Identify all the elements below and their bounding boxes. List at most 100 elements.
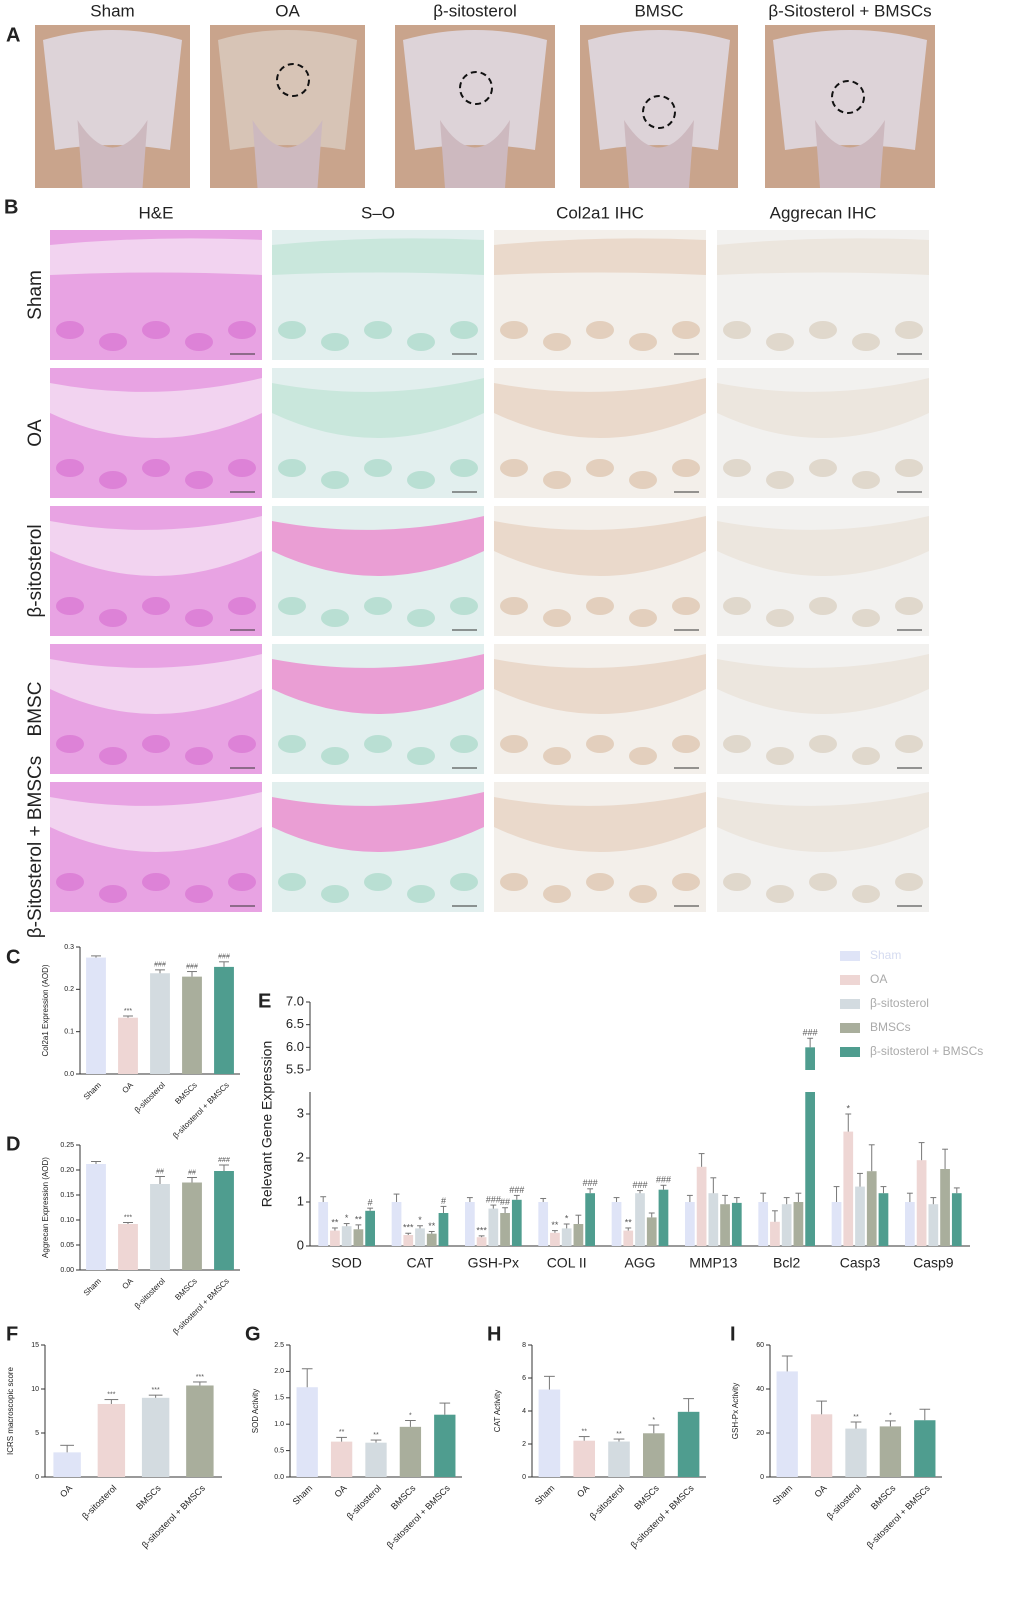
y-axis-label: Relevant Gene Expression bbox=[259, 1041, 275, 1208]
bar bbox=[731, 1202, 742, 1246]
bar bbox=[685, 1202, 695, 1246]
significance-label: * bbox=[847, 1103, 851, 1113]
y-tick-label: 0.0 bbox=[64, 1071, 74, 1078]
x-tick-label: Casp9 bbox=[913, 1255, 954, 1271]
bone-trabecula bbox=[895, 321, 923, 339]
y-tick-label: 1.5 bbox=[274, 1395, 284, 1402]
bone-trabecula bbox=[142, 321, 170, 339]
x-tick-label: β-sitosterol + BMSCs bbox=[385, 1483, 452, 1550]
y-axis-label: Col2a1 Expression (AOD) bbox=[41, 964, 50, 1056]
x-tick-label: Casp3 bbox=[840, 1255, 881, 1271]
y-tick-label: 60 bbox=[756, 1342, 764, 1349]
significance-label: *** bbox=[124, 1214, 132, 1221]
column-title: Col2a1 IHC bbox=[556, 203, 644, 222]
bar bbox=[608, 1441, 630, 1477]
x-tick-label: Sham bbox=[771, 1483, 795, 1507]
significance-label: ## bbox=[156, 1168, 164, 1175]
bone-trabecula bbox=[450, 873, 478, 891]
legend-swatch bbox=[840, 1047, 860, 1057]
row-title: Sham bbox=[25, 270, 46, 320]
bone-trabecula bbox=[852, 471, 880, 489]
photo-condyle bbox=[252, 120, 323, 188]
bone-trabecula bbox=[407, 333, 435, 351]
cartilage-layer bbox=[272, 654, 484, 714]
significance-label: * bbox=[345, 1213, 349, 1223]
bone-trabecula bbox=[228, 597, 256, 615]
bone-trabecula bbox=[56, 321, 84, 339]
significance-label: ### bbox=[583, 1178, 598, 1188]
significance-label: ** bbox=[355, 1214, 363, 1224]
bone-trabecula bbox=[142, 735, 170, 753]
bar bbox=[928, 1204, 939, 1246]
bone-trabecula bbox=[450, 459, 478, 477]
bar bbox=[318, 1202, 329, 1246]
bone-trabecula bbox=[543, 747, 571, 765]
column-title: β-Sitosterol + BMSCs bbox=[768, 1, 931, 20]
bar bbox=[296, 1387, 318, 1477]
legend-swatch bbox=[840, 951, 860, 961]
y-tick-label: 8 bbox=[522, 1342, 526, 1349]
bone-trabecula bbox=[321, 885, 349, 903]
bone-trabecula bbox=[450, 597, 478, 615]
bone-trabecula bbox=[586, 459, 614, 477]
bone-trabecula bbox=[543, 609, 571, 627]
bar bbox=[781, 1204, 792, 1246]
bone-trabecula bbox=[407, 471, 435, 489]
bar bbox=[438, 1213, 449, 1246]
legend-swatch bbox=[840, 999, 860, 1009]
bone-trabecula bbox=[407, 609, 435, 627]
x-tick-label: BMSCs bbox=[134, 1483, 163, 1512]
cartilage-layer bbox=[50, 516, 262, 576]
bar bbox=[805, 1047, 815, 1070]
y-tick-label: 6.0 bbox=[286, 1039, 304, 1054]
x-tick-label: OA bbox=[120, 1080, 135, 1095]
cartilage-layer bbox=[272, 378, 484, 438]
bone-trabecula bbox=[809, 459, 837, 477]
bar bbox=[708, 1193, 719, 1246]
significance-label: ### bbox=[186, 963, 198, 970]
x-tick-label: BMSCs bbox=[869, 1483, 898, 1512]
x-tick-label: β-sitosterol bbox=[345, 1483, 383, 1521]
significance-label: ### bbox=[218, 1157, 230, 1164]
photo-joint bbox=[588, 30, 730, 150]
y-tick-label: 0.3 bbox=[64, 944, 74, 951]
bone-trabecula bbox=[278, 597, 306, 615]
bone-trabecula bbox=[629, 471, 657, 489]
bone-trabecula bbox=[766, 471, 794, 489]
bar bbox=[561, 1228, 572, 1246]
bone-trabecula bbox=[56, 735, 84, 753]
legend-swatch bbox=[840, 1023, 860, 1033]
bone-trabecula bbox=[766, 747, 794, 765]
row-title: β-sitosterol bbox=[25, 524, 46, 617]
bar bbox=[365, 1442, 387, 1477]
bar bbox=[391, 1202, 402, 1246]
bar bbox=[646, 1217, 657, 1246]
lesion-circle bbox=[642, 95, 676, 129]
y-tick-label: 15 bbox=[31, 1342, 39, 1349]
x-tick-label: GSH-Px bbox=[468, 1255, 519, 1271]
photo-joint bbox=[773, 30, 927, 150]
photo-joint bbox=[43, 30, 182, 150]
y-tick-label: 0 bbox=[522, 1474, 526, 1481]
column-title: Aggrecan IHC bbox=[770, 203, 877, 222]
bar bbox=[53, 1452, 81, 1477]
panel-label: A bbox=[6, 24, 20, 46]
x-tick-label: BMSCs bbox=[389, 1483, 418, 1512]
bone-trabecula bbox=[809, 735, 837, 753]
bone-trabecula bbox=[766, 333, 794, 351]
bone-trabecula bbox=[895, 735, 923, 753]
photo-condyle bbox=[440, 120, 510, 188]
x-tick-label: Bcl2 bbox=[773, 1255, 800, 1271]
bar bbox=[805, 1092, 815, 1246]
bone-trabecula bbox=[56, 459, 84, 477]
column-title: H&E bbox=[139, 203, 174, 222]
bone-trabecula bbox=[895, 873, 923, 891]
legend-label: OA bbox=[870, 972, 887, 986]
bar bbox=[635, 1193, 645, 1246]
bar bbox=[465, 1202, 475, 1246]
bar bbox=[866, 1171, 877, 1246]
bar bbox=[476, 1237, 487, 1246]
x-tick-label: MMP13 bbox=[689, 1255, 737, 1271]
bar bbox=[878, 1193, 889, 1246]
row-title: β-Sitosterol + BMSCs bbox=[25, 756, 46, 939]
